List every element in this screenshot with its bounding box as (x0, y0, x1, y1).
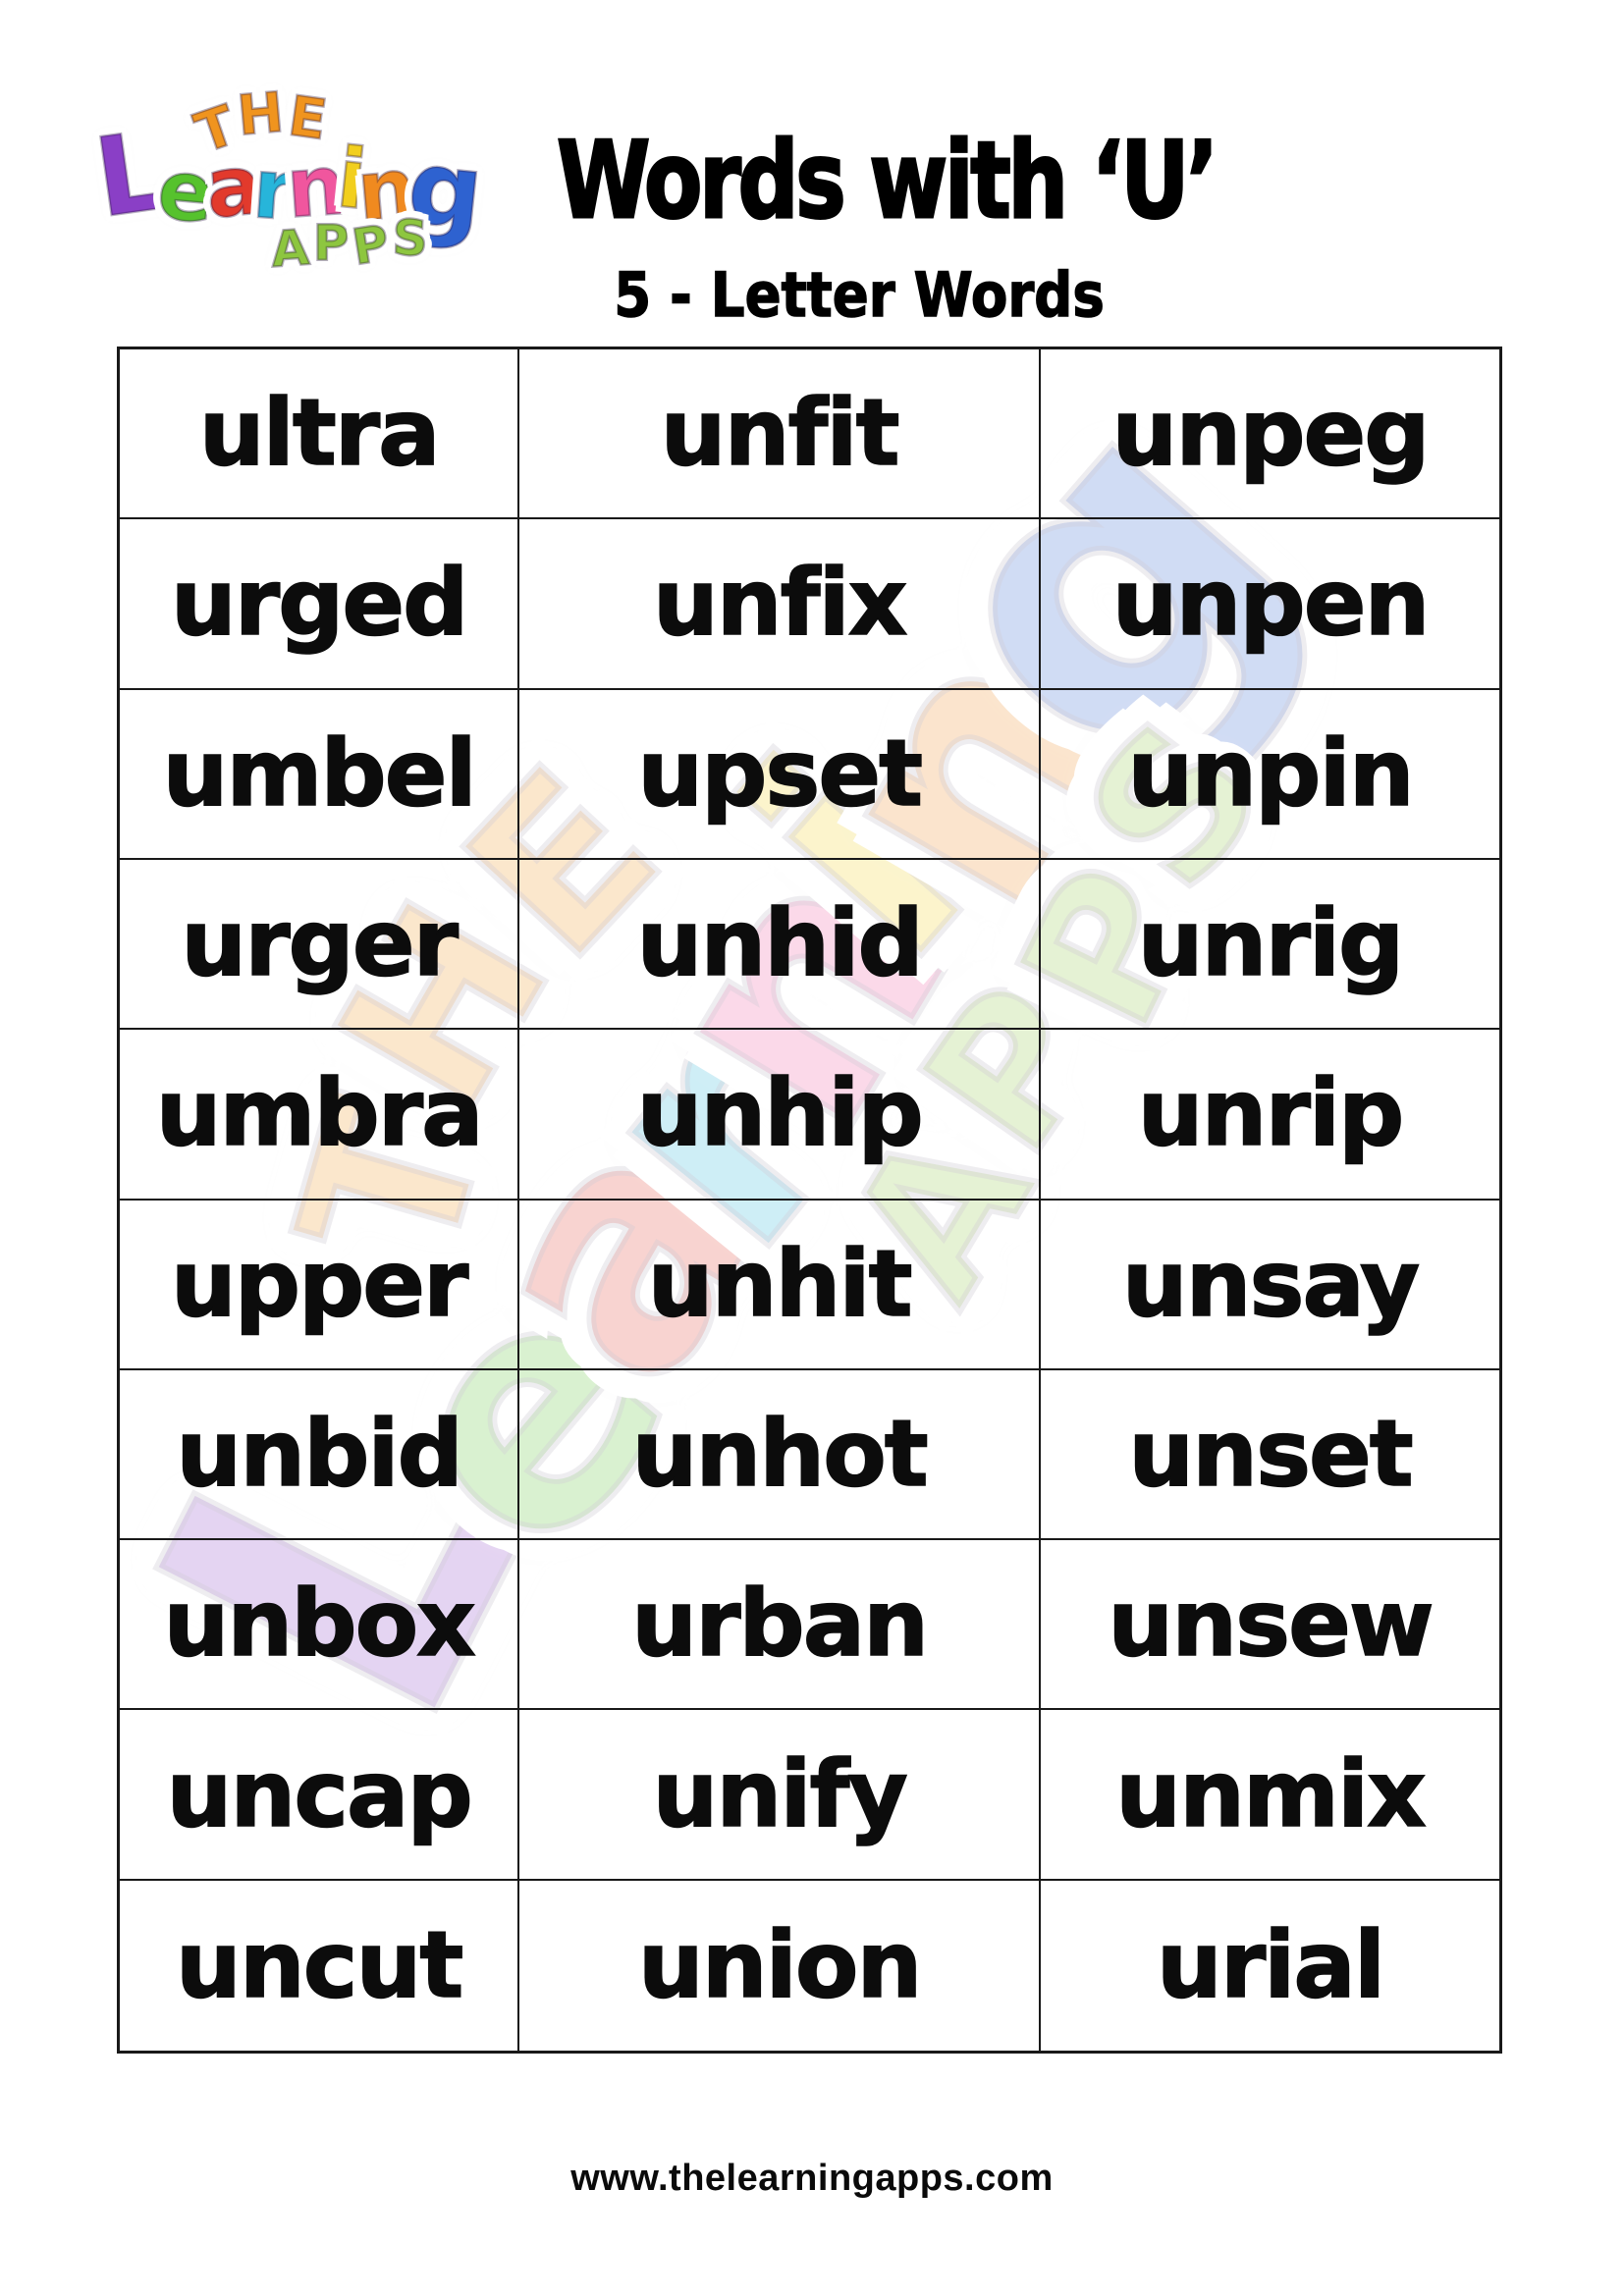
word-cell: urban (519, 1540, 1041, 1711)
word-cell: unhit (519, 1200, 1041, 1370)
word-cell: union (519, 1880, 1041, 2051)
word-cell: unhip (519, 1030, 1041, 1201)
word-cell: unpen (1040, 519, 1499, 690)
logo-letter: S (390, 208, 434, 269)
word-cell: urial (1156, 1911, 1386, 2020)
logo-letter: P (311, 213, 353, 273)
word-cell: upper (120, 1200, 520, 1370)
page-subtitle: 5 - Letter Words (614, 258, 1106, 332)
word-cell: upset (519, 689, 1041, 860)
word-cell: unrip (1040, 1030, 1499, 1201)
word-cell: unhot (519, 1369, 1041, 1541)
word-cell: urger (120, 859, 520, 1031)
logo-text-line: APPS (268, 208, 434, 280)
word-cell: ultra (120, 349, 520, 520)
word-cell: unify (519, 1710, 1041, 1881)
logo-letter: A (268, 218, 316, 280)
word-cell: unpin (1040, 690, 1499, 860)
page-title: Words with ‘U’ (556, 120, 1219, 242)
word-cell: unset (1040, 1370, 1499, 1541)
word-cell: unhid (519, 859, 1041, 1031)
word-cell: unfix (519, 519, 1041, 690)
word-cell: unfit (519, 349, 1041, 520)
word-cell: unrig (1040, 860, 1499, 1031)
footer-url: www.thelearningapps.com (570, 2158, 1054, 2199)
word-cell: urged (120, 519, 520, 690)
logo-letter: P (348, 212, 399, 277)
word-cell: uncap (120, 1710, 520, 1881)
word-cell: umbra (120, 1030, 520, 1201)
word-cell: unbox (120, 1540, 520, 1711)
word-cell: unpeg (1040, 349, 1499, 520)
learning-apps-logo: THE Learning APPS (86, 80, 490, 297)
footer: www.thelearningapps.com (0, 2158, 1624, 2200)
word-cell: umbel (120, 689, 520, 860)
word-table: ultra unfit unpeg urged unfix unpen umbel upset… (117, 347, 1502, 2054)
word-cell: unsay (1040, 1201, 1499, 1370)
word-cell: uncut (120, 1880, 520, 2051)
word-cell: unmix (1040, 1710, 1499, 1881)
word-cell: unsew (1040, 1540, 1499, 1711)
word-cell: unbid (120, 1369, 520, 1541)
